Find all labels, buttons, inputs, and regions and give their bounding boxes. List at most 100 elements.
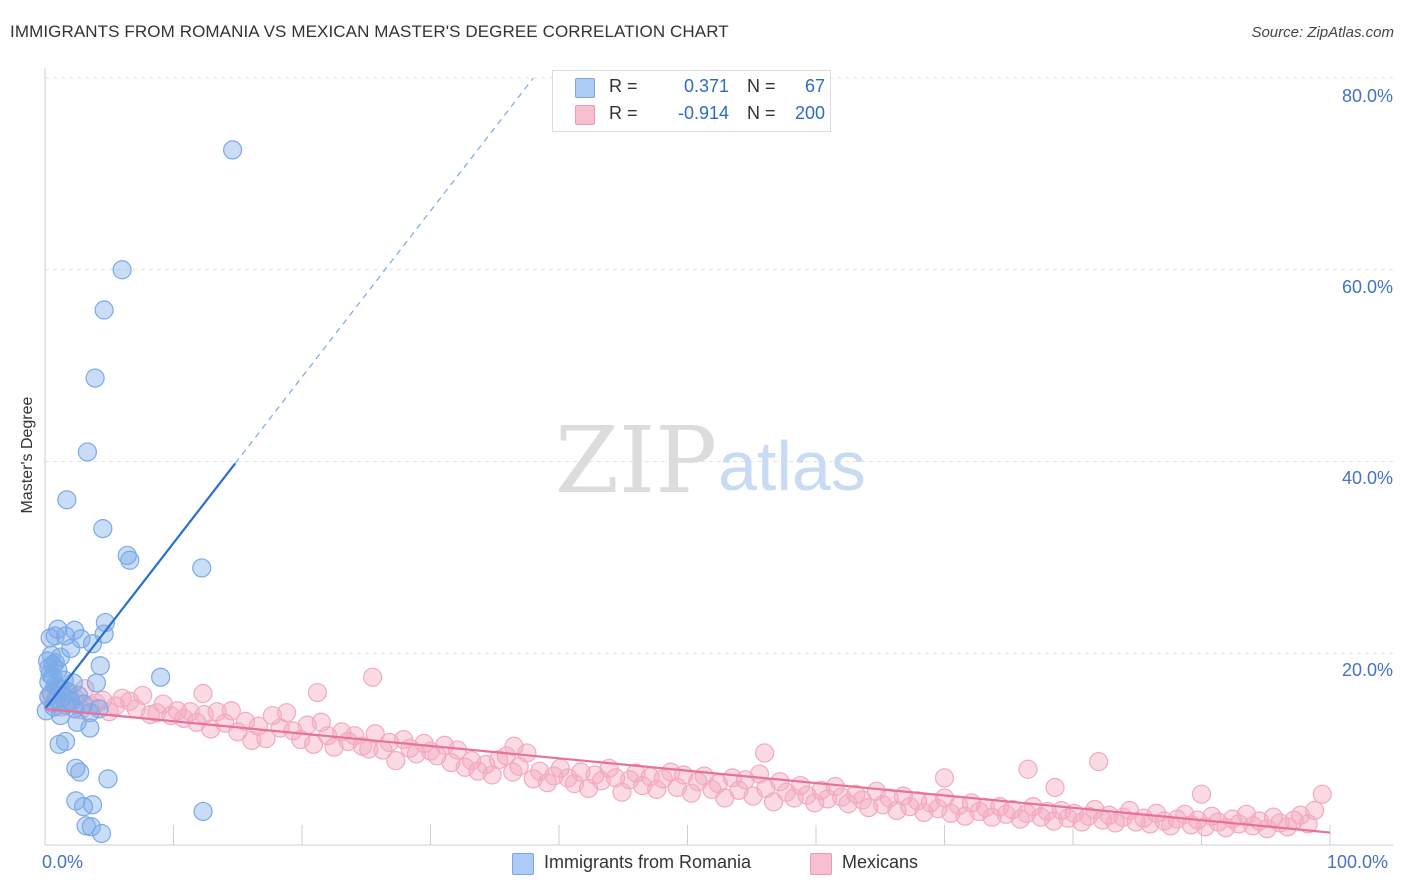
- romania-point: [98, 769, 118, 789]
- mexicans-point: [1003, 799, 1023, 820]
- mexicans-point: [1304, 800, 1325, 821]
- mexicans-point: [982, 807, 1002, 827]
- mexicans-point: [887, 800, 907, 821]
- mexicans-point: [468, 761, 488, 781]
- legend-n-label: N =: [747, 76, 776, 96]
- mexicans-point: [859, 798, 879, 818]
- legend-n-label: N =: [747, 103, 776, 123]
- legend-n-value: 67: [804, 76, 825, 96]
- mexicans-points: [39, 667, 1332, 839]
- legend-label-mexicans: Mexicans: [842, 852, 919, 872]
- romania-point: [55, 626, 76, 646]
- romania-point: [71, 629, 91, 649]
- mexicans-point: [729, 780, 749, 800]
- romania-point: [82, 634, 103, 654]
- romania-points: [36, 140, 243, 844]
- mexicans-point: [530, 761, 550, 781]
- legend-r-value: -0.914: [677, 103, 729, 123]
- mexicans-point: [1195, 817, 1215, 837]
- mexicans-point: [1312, 784, 1332, 804]
- mexicans-point: [681, 783, 701, 803]
- mexicans-point: [1045, 777, 1065, 798]
- x-tick-label-0: 0.0%: [42, 852, 84, 872]
- mexicans-point: [1146, 803, 1167, 823]
- romania-point: [192, 558, 212, 578]
- mexicans-point: [221, 701, 241, 721]
- mexicans-point: [934, 768, 955, 788]
- romania-point: [94, 300, 114, 320]
- mexicans-point: [941, 803, 961, 823]
- y-axis-label: Master's Degree: [19, 396, 36, 514]
- chart-title: IMMIGRANTS FROM ROMANIA VS MEXICAN MASTE…: [10, 22, 729, 41]
- mexicans-point: [667, 777, 687, 798]
- mexicans-point: [544, 766, 564, 786]
- mexicans-point: [462, 751, 482, 771]
- legend-swatch-romania: [512, 853, 534, 875]
- x-tick-label-100: 100.0%: [1327, 852, 1389, 872]
- romania-point: [223, 140, 243, 160]
- mexicans-point: [914, 802, 934, 823]
- y-tick-label-40: 40.0%: [1341, 468, 1393, 488]
- romania-point: [77, 442, 98, 462]
- mexicans-point: [852, 790, 872, 810]
- romania-point: [93, 519, 113, 539]
- romania-point: [85, 368, 105, 388]
- mexicans-point: [571, 762, 591, 782]
- mexicans-point: [1044, 811, 1064, 831]
- mexicans-point: [1037, 801, 1057, 822]
- mexicans-point: [1023, 797, 1043, 817]
- mexicans-point: [647, 779, 667, 799]
- romania-point: [80, 718, 100, 738]
- mexicans-point: [496, 746, 516, 766]
- romania-point: [49, 734, 69, 754]
- mexicans-point: [1105, 813, 1126, 833]
- romania-point: [57, 490, 77, 510]
- legend-n-value: 200: [794, 103, 825, 123]
- mexicans-point: [763, 792, 784, 812]
- mexicans-point: [838, 794, 858, 814]
- romania-point: [81, 817, 101, 837]
- y-tick-label-80: 80.0%: [1341, 86, 1393, 106]
- mexicans-point: [441, 752, 461, 773]
- y-tick-label-60: 60.0%: [1341, 277, 1393, 297]
- mexicans-point: [504, 736, 524, 756]
- mexicans-point: [324, 737, 344, 757]
- chart-source: Source: ZipAtlas.com: [1251, 24, 1394, 41]
- mexicans-point: [476, 754, 496, 775]
- mexicans-point: [435, 735, 455, 755]
- y-tick-label-20: 20.0%: [1341, 660, 1393, 680]
- romania-point: [70, 762, 90, 782]
- romania-point: [90, 656, 110, 676]
- legend-r-label: R =: [609, 76, 638, 96]
- romania-point: [151, 667, 171, 687]
- mexicans-trend-line: [44, 707, 1331, 834]
- mexicans-point: [386, 751, 406, 771]
- mexicans-point: [1191, 784, 1212, 804]
- mexicans-point: [193, 683, 213, 704]
- mexicans-point: [523, 769, 543, 789]
- mexicans-point: [1018, 759, 1038, 779]
- mexicans-point: [235, 711, 256, 731]
- romania-point: [112, 260, 132, 280]
- mexicans-point: [112, 688, 132, 708]
- watermark-atlas: atlas: [718, 427, 866, 505]
- romania-trend-line: [44, 462, 237, 710]
- grid-lines: [45, 77, 1393, 654]
- mexicans-point: [928, 798, 948, 819]
- romania-point: [40, 628, 60, 648]
- romania-point: [193, 801, 213, 822]
- mexicans-point: [363, 667, 383, 687]
- correlation-legend: R = 0.371 N = 67 R = -0.914 N = 200: [552, 70, 831, 132]
- mexicans-point: [805, 793, 825, 813]
- legend-r-value: 0.371: [683, 76, 729, 96]
- legend-label-romania: Immigrants from Romania: [544, 852, 752, 872]
- legend-swatch-mexicans: [575, 105, 595, 125]
- axes: [44, 68, 1393, 846]
- romania-point: [66, 758, 86, 778]
- mexicans-point: [207, 702, 227, 722]
- mexicans-point: [1089, 751, 1109, 772]
- romania-point: [86, 673, 107, 693]
- romania-point: [120, 550, 140, 570]
- mexicans-point: [133, 685, 153, 706]
